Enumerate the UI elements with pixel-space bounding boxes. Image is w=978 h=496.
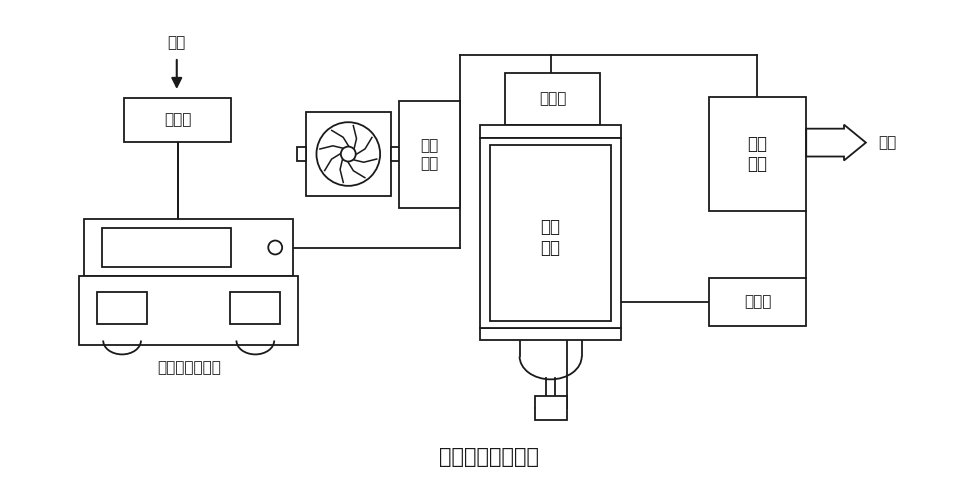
Text: 湿化
水箱: 湿化 水箱: [747, 134, 767, 174]
Text: 分子
筛塔: 分子 筛塔: [540, 218, 560, 257]
Bar: [306, 112, 390, 196]
Text: 无油空气压缩机: 无油空气压缩机: [156, 360, 220, 375]
Text: 氧气机原理示例图: 氧气机原理示例图: [439, 447, 539, 467]
Text: 冷却
系统: 冷却 系统: [420, 138, 438, 171]
Bar: [97, 292, 147, 323]
Text: 过滤器: 过滤器: [164, 112, 192, 127]
Text: 氧气: 氧气: [877, 135, 896, 150]
Text: 分离阀: 分离阀: [539, 91, 565, 106]
Bar: [505, 73, 600, 124]
Text: 空气: 空气: [167, 35, 186, 50]
Bar: [296, 147, 306, 161]
Polygon shape: [806, 124, 865, 161]
Bar: [708, 278, 806, 325]
Bar: [534, 396, 566, 420]
Text: 控制阀: 控制阀: [743, 294, 771, 309]
Bar: [490, 144, 610, 320]
Bar: [390, 147, 399, 161]
Bar: [230, 292, 280, 323]
Bar: [479, 124, 621, 137]
Bar: [479, 327, 621, 340]
Bar: [124, 98, 231, 141]
Bar: [102, 228, 231, 267]
Bar: [84, 219, 292, 276]
Bar: [79, 276, 297, 345]
Bar: [479, 137, 621, 327]
Bar: [398, 101, 460, 208]
Bar: [708, 97, 806, 211]
